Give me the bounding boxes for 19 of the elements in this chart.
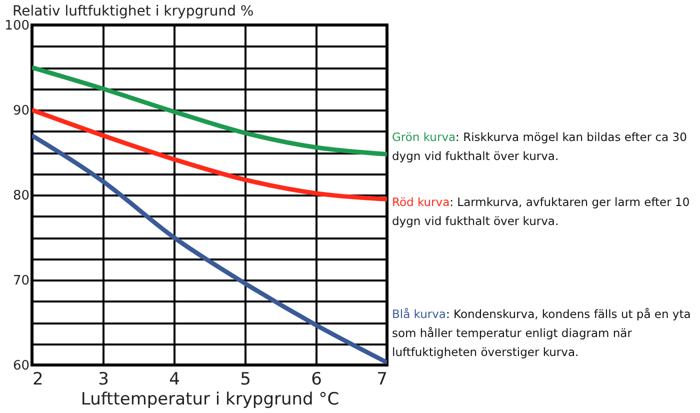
x-tick-label: 6 [311,370,322,390]
line-series [32,108,387,202]
y-tick-label: 80 [12,188,30,204]
text: Blå kurva: Kondenskurva, kondens fälls ut på en yta som håller temperatur enligt diagram när luftfuktigheten överstiger kurva. [392,306,692,361]
x-tick-label: 2 [32,370,44,390]
line-series [32,133,387,365]
y-tick-label: 90 [12,104,30,118]
y-tick-label: 100 [4,18,30,34]
y-tick-label: 70 [12,274,30,288]
line-series [32,65,387,156]
x-axis-title: Lufttemperatur i krypgrund °C [80,390,340,410]
x-tick-label: 3 [98,370,109,390]
text: Grön kurva: Riskkurva mögel kan bildas efter ca 30 dygn vid fukthalt över kurva. [392,129,688,165]
text: Röd kurva: Larmkurva, avfuktaren ger larm efter 10 dygn vid fukthalt över kurva. [392,194,691,230]
x-tick-label: 4 [169,370,180,390]
y-axis-title: Relativ luftfuktighet i krypgrund % [12,4,254,20]
y-tick-label: 60 [12,358,30,374]
x-tick-label: 7 [376,370,388,390]
x-tick-label: 5 [240,370,251,390]
